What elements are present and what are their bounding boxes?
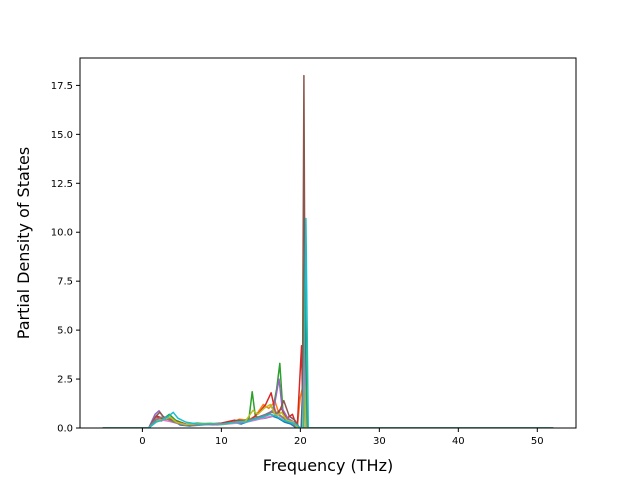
- series-layer: [102, 74, 554, 428]
- x-tick-label: 0: [139, 436, 145, 447]
- y-axis: 0.0 2.5 5.0 7.5 10.0 12.5 15.0 17.5: [51, 81, 80, 435]
- x-tick-label: 20: [294, 436, 307, 447]
- x-tick-label: 50: [531, 436, 544, 447]
- y-tick-label: 2.5: [57, 375, 73, 386]
- y-tick-label: 10.0: [51, 228, 73, 239]
- y-tick-label: 12.5: [51, 179, 73, 190]
- y-tick-label: 17.5: [51, 81, 73, 92]
- series-line-3: [102, 223, 554, 428]
- x-axis-label: Frequency (THz): [263, 456, 393, 475]
- plot-frame: [79, 57, 577, 429]
- x-tick-label: 30: [373, 436, 386, 447]
- y-tick-label: 0.0: [57, 424, 73, 435]
- series-line-9: [102, 384, 554, 428]
- series-line-8: [102, 392, 554, 428]
- y-tick-label: 7.5: [57, 277, 73, 288]
- series-line-10: [102, 217, 554, 428]
- series-line-1: [102, 323, 554, 428]
- x-axis: 0 10 20 30 40 50: [139, 428, 544, 447]
- x-tick-label: 40: [452, 436, 465, 447]
- x-tick-label: 10: [215, 436, 228, 447]
- series-line-6: [102, 74, 554, 428]
- y-axis-label: Partial Density of States: [14, 147, 33, 339]
- y-tick-label: 5.0: [57, 326, 73, 337]
- y-tick-label: 15.0: [51, 130, 73, 141]
